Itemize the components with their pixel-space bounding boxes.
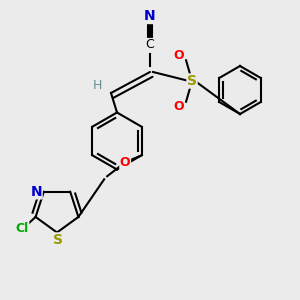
Text: N: N xyxy=(144,10,156,23)
Text: O: O xyxy=(173,100,184,113)
Text: S: S xyxy=(187,74,197,88)
Text: N: N xyxy=(31,185,42,199)
Text: O: O xyxy=(120,156,130,169)
Text: C: C xyxy=(146,38,154,52)
Text: S: S xyxy=(53,233,64,247)
Text: Cl: Cl xyxy=(16,222,29,235)
Text: H: H xyxy=(93,79,102,92)
Text: O: O xyxy=(173,49,184,62)
